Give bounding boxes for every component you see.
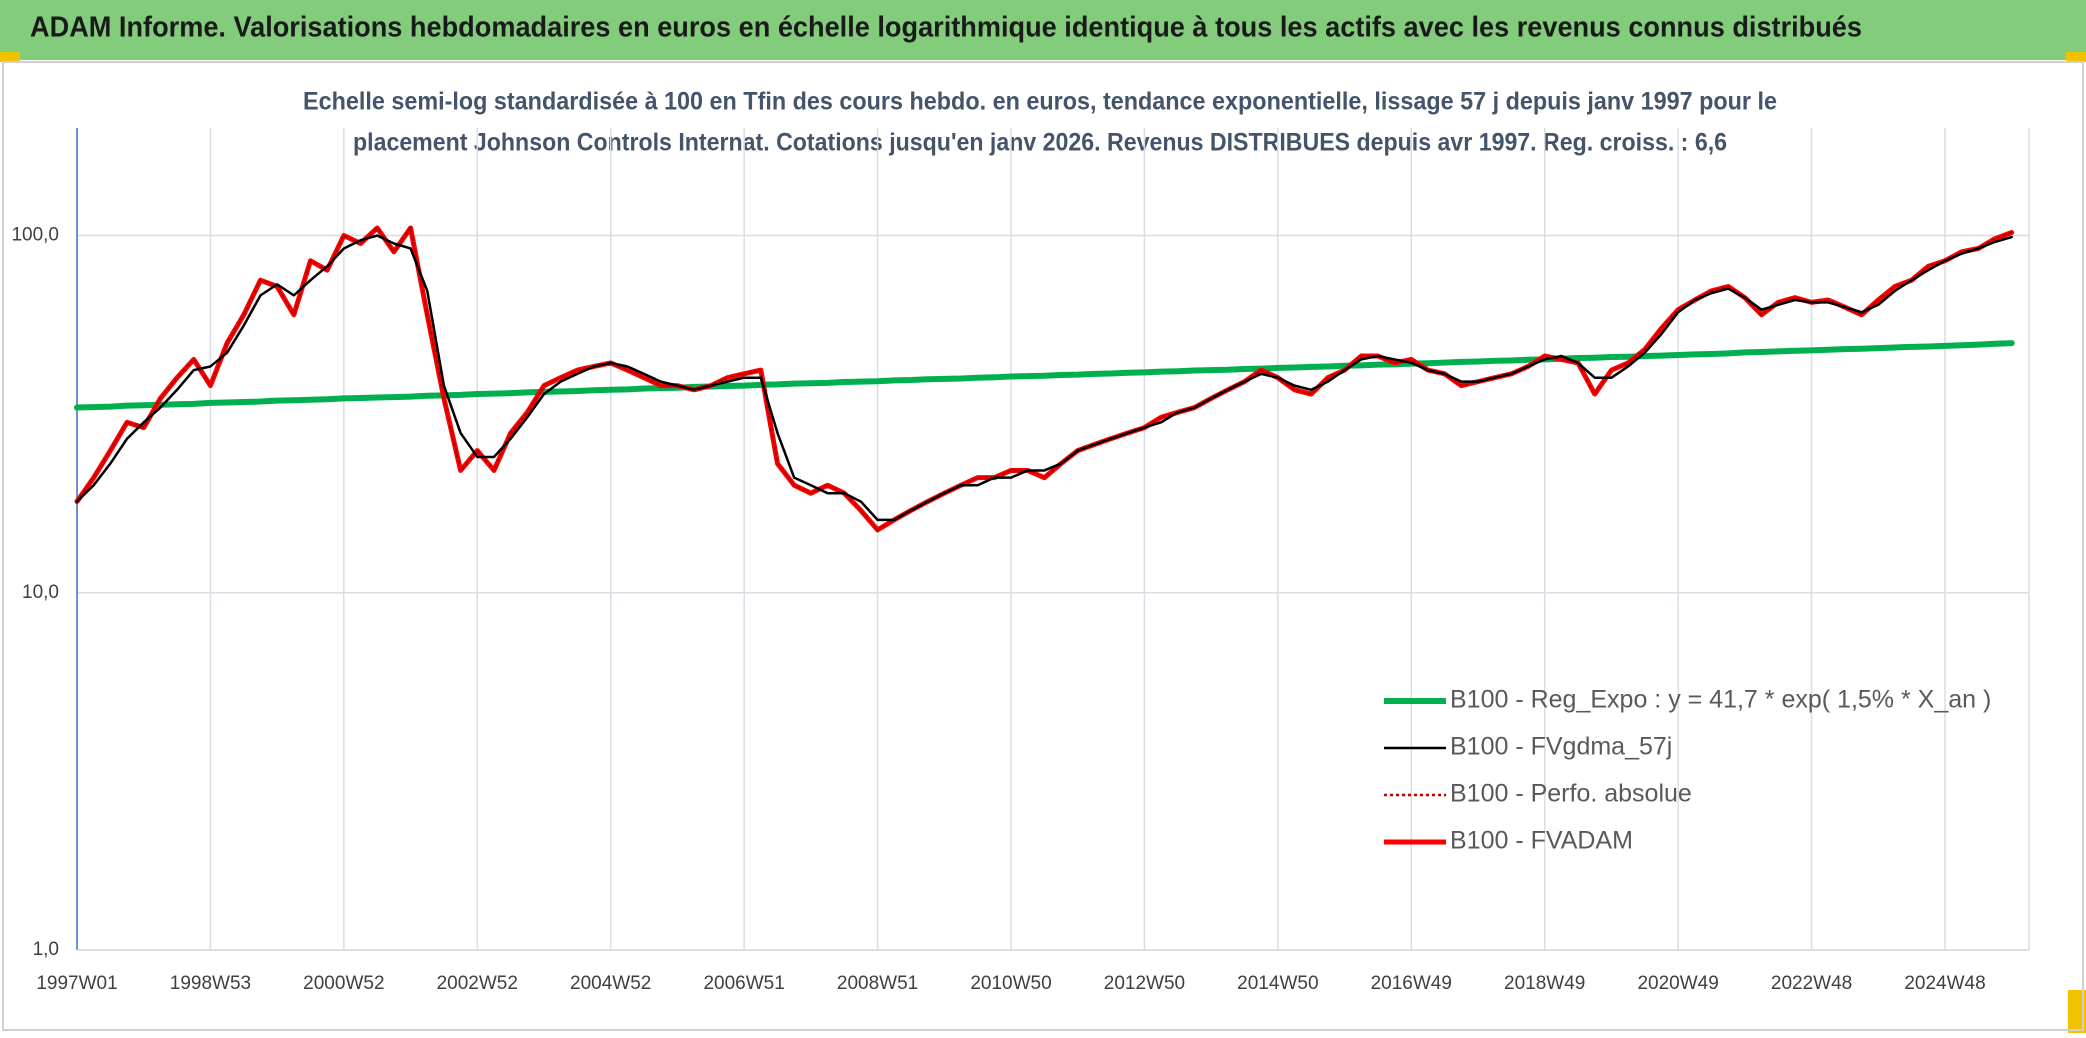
x-tick-label: 2006W51 [703, 973, 784, 994]
x-tick-label: 2012W50 [1104, 973, 1185, 994]
x-tick-label: 2000W52 [303, 973, 384, 994]
x-tick-label: 2004W52 [570, 973, 651, 994]
y-tick-label: 100,0 [11, 225, 59, 246]
x-tick-label: 1998W53 [170, 973, 251, 994]
y-tick-label: 1,0 [33, 939, 59, 960]
legend-label: B100 - FVADAM [1450, 827, 1633, 855]
corner-mark [0, 52, 20, 62]
chart-frame [2, 61, 2084, 1031]
x-tick-label: 2008W51 [837, 973, 918, 994]
legend-label: B100 - Reg_Expo : y = 41,7 * exp( 1,5% *… [1450, 686, 1991, 714]
x-tick-label: 2014W50 [1237, 973, 1318, 994]
x-tick-label: 2020W49 [1637, 973, 1718, 994]
legend-label: B100 - Perfo. absolue [1450, 780, 1692, 808]
corner-mark [2068, 990, 2086, 1033]
x-tick-label: 2002W52 [437, 973, 518, 994]
legend-label: B100 - FVgdma_57j [1450, 733, 1672, 761]
series-line [75, 234, 2013, 522]
x-tick-label: 2018W49 [1504, 973, 1585, 994]
x-tick-label: 2010W50 [970, 973, 1051, 994]
page-title: ADAM Informe. Valorisations hebdomadaire… [30, 12, 1862, 44]
x-tick-label: 2022W48 [1771, 973, 1852, 994]
corner-mark [2066, 52, 2086, 62]
x-tick-label: 1997W01 [36, 973, 117, 994]
header-bar [0, 0, 2086, 60]
y-tick-label: 10,0 [22, 582, 59, 603]
x-tick-label: 2016W49 [1371, 973, 1452, 994]
plot-area: 1997W01 1998W53 2000W52 2002W52 2004W52 2006W… [11, 128, 2030, 994]
chart-subtitle: placement Johnson Controls Internat. Cot… [353, 129, 1727, 157]
x-tick-label: 2024W48 [1904, 973, 1985, 994]
series-line [74, 340, 2015, 411]
chart-subtitle: Echelle semi-log standardisée à 100 en T… [303, 88, 1777, 116]
